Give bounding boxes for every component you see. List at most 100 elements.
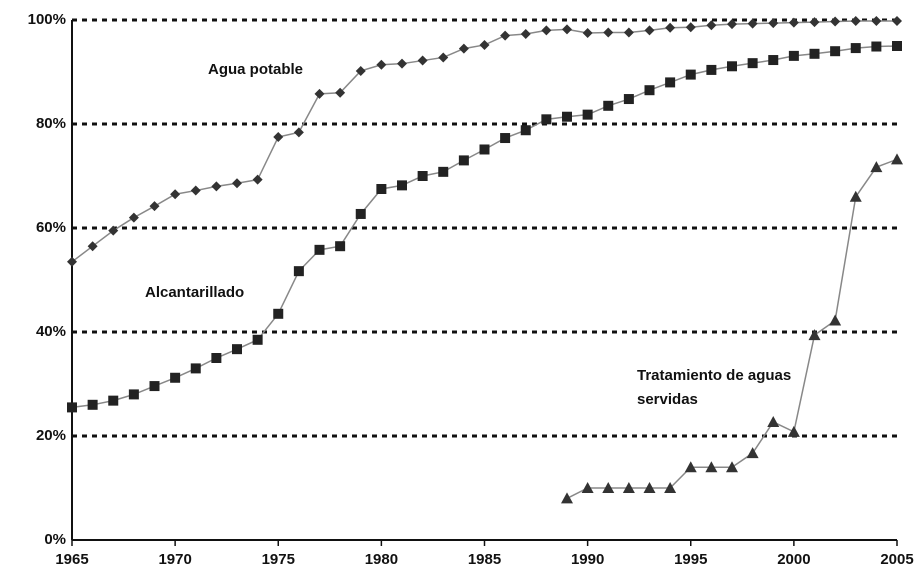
marker [397, 58, 407, 69]
marker [892, 16, 902, 27]
marker [149, 201, 160, 212]
marker [892, 41, 902, 51]
marker [417, 55, 428, 66]
marker [108, 395, 119, 406]
marker [809, 48, 820, 59]
marker [870, 161, 883, 173]
marker [644, 85, 655, 96]
marker [87, 241, 98, 252]
marker [190, 363, 201, 374]
marker [149, 381, 160, 392]
marker [602, 482, 615, 493]
marker [871, 16, 882, 27]
marker [355, 208, 366, 219]
marker [520, 29, 531, 40]
marker [273, 308, 284, 319]
marker [211, 353, 222, 363]
x-tick-label: 1990 [571, 551, 604, 568]
marker [170, 189, 181, 200]
x-tick-label: 1970 [158, 551, 191, 568]
marker [809, 17, 820, 28]
series-label: Agua potable [208, 61, 304, 78]
marker [170, 372, 181, 383]
marker [520, 125, 531, 136]
marker [665, 22, 676, 33]
marker [768, 55, 779, 66]
marker [581, 482, 594, 493]
x-tick-label: 2000 [777, 551, 810, 568]
marker [830, 46, 841, 57]
marker [273, 132, 284, 142]
marker [665, 77, 676, 88]
marker [849, 190, 862, 202]
y-tick-label: 0% [44, 531, 66, 548]
marker [684, 461, 697, 473]
marker [871, 41, 882, 52]
x-tick-label: 2005 [880, 551, 913, 568]
marker [417, 171, 428, 181]
marker [87, 399, 98, 410]
marker [747, 58, 758, 69]
marker [622, 482, 635, 493]
marker [643, 482, 656, 493]
y-tick-label: 60% [36, 219, 66, 236]
marker [787, 425, 800, 437]
marker [582, 109, 593, 120]
marker [293, 127, 304, 138]
marker [438, 166, 449, 177]
marker [767, 415, 780, 427]
marker [623, 27, 634, 38]
marker [808, 329, 821, 341]
marker [335, 87, 346, 98]
marker [500, 133, 511, 144]
marker [438, 52, 449, 63]
marker [830, 16, 841, 27]
x-tick-label: 1965 [55, 551, 88, 568]
marker [128, 389, 139, 400]
y-tick-label: 20% [36, 427, 66, 444]
marker [314, 88, 325, 99]
marker [376, 184, 387, 194]
marker [768, 18, 779, 29]
marker [67, 402, 77, 413]
series-label: Alcantarillado [145, 284, 245, 301]
marker [376, 59, 387, 70]
marker [128, 212, 139, 223]
marker [108, 225, 119, 236]
marker [67, 256, 77, 267]
marker [479, 39, 490, 50]
marker [541, 114, 552, 125]
x-tick-label: 1980 [365, 551, 398, 568]
marker [603, 100, 614, 111]
marker [479, 144, 490, 155]
marker [747, 18, 758, 29]
marker [397, 180, 407, 191]
x-tick-label: 1975 [262, 551, 295, 568]
marker [664, 482, 677, 493]
marker [293, 266, 304, 277]
marker [562, 111, 572, 122]
marker [623, 94, 634, 105]
marker [706, 64, 717, 75]
marker [891, 153, 903, 165]
marker [232, 344, 242, 355]
x-tick-label: 1985 [468, 551, 501, 568]
marker [582, 28, 593, 38]
marker [458, 43, 469, 54]
marker [541, 25, 552, 36]
marker [232, 178, 242, 189]
series-line [566, 158, 898, 500]
marker [706, 20, 717, 31]
series-label: Tratamiento de aguas servidas [637, 367, 792, 408]
y-tick-label: 80% [36, 115, 66, 132]
marker [500, 30, 511, 41]
marker [603, 27, 614, 38]
marker [850, 16, 861, 27]
marker [211, 181, 222, 192]
marker [685, 69, 696, 80]
y-tick-label: 100% [28, 11, 66, 28]
marker [190, 185, 201, 196]
marker [746, 447, 759, 459]
marker [727, 19, 737, 30]
